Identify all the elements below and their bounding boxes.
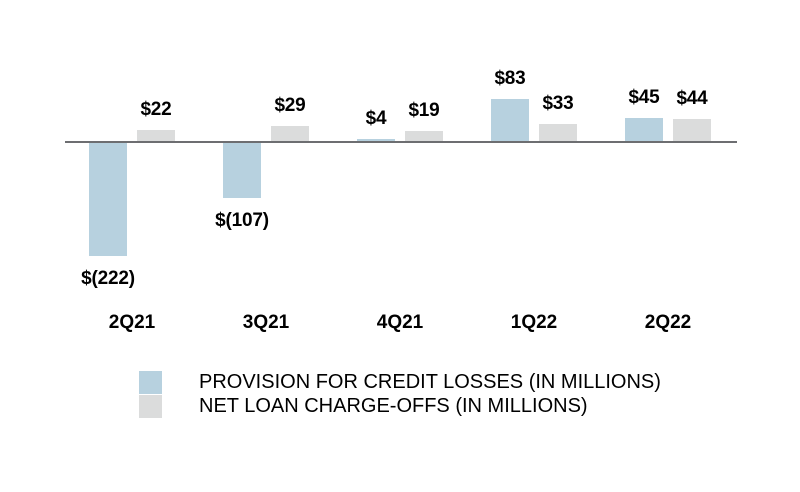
category-label-2q21: 2Q21	[108, 312, 156, 333]
bar-provision-2q21	[89, 143, 127, 256]
bar-value-label-chargeoffs-4q21: $19	[408, 100, 440, 121]
bar-chargeoffs-2q21	[137, 130, 175, 141]
legend-item-chargeoffs: NET LOAN CHARGE-OFFS (IN MILLIONS)	[139, 395, 661, 418]
bar-provision-3q21	[223, 143, 261, 198]
bar-value-label-provision-3q21: $(107)	[215, 210, 269, 231]
category-label-2q22: 2Q22	[644, 312, 692, 333]
legend-label-provision: PROVISION FOR CREDIT LOSSES (IN MILLIONS…	[199, 371, 661, 393]
bar-chargeoffs-2q22	[673, 119, 711, 141]
legend-item-provision: PROVISION FOR CREDIT LOSSES (IN MILLIONS…	[139, 371, 661, 394]
x-axis-zero-line	[65, 141, 737, 143]
bar-value-label-provision-2q21: $(222)	[81, 268, 135, 289]
bar-value-label-chargeoffs-3q21: $29	[274, 95, 306, 116]
bar-chargeoffs-4q21	[405, 131, 443, 141]
bar-provision-2q22	[625, 118, 663, 141]
legend-label-chargeoffs: NET LOAN CHARGE-OFFS (IN MILLIONS)	[199, 395, 588, 417]
bar-chargeoffs-3q21	[271, 126, 309, 141]
bar-value-label-chargeoffs-2q22: $44	[676, 88, 708, 109]
bar-provision-4q21	[357, 139, 395, 141]
bar-chargeoffs-1q22	[539, 124, 577, 141]
bar-value-label-provision-4q21: $4	[365, 108, 387, 129]
bar-value-label-provision-1q22: $83	[494, 68, 526, 89]
chart-legend: PROVISION FOR CREDIT LOSSES (IN MILLIONS…	[139, 371, 661, 418]
legend-swatch-provision-icon	[139, 371, 162, 394]
legend-swatch-chargeoffs-icon	[139, 395, 162, 418]
bar-value-label-chargeoffs-2q21: $22	[140, 99, 172, 120]
category-label-4q21: 4Q21	[376, 312, 424, 333]
bar-value-label-chargeoffs-1q22: $33	[542, 93, 574, 114]
category-label-1q22: 1Q22	[510, 312, 558, 333]
bar-provision-1q22	[491, 99, 529, 141]
bar-value-label-provision-2q22: $45	[628, 87, 660, 108]
category-label-3q21: 3Q21	[242, 312, 290, 333]
